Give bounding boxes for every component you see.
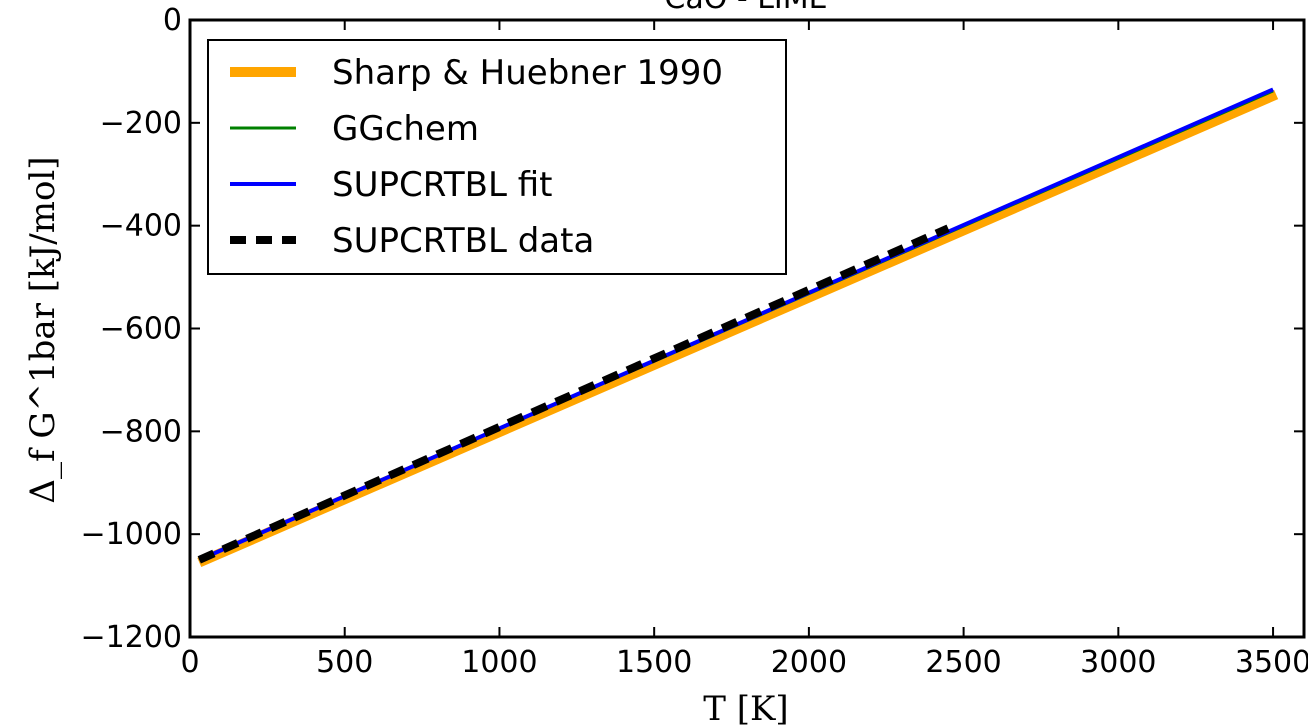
x-tick-label: 1000: [461, 645, 537, 680]
legend: Sharp & Huebner 1990 GGchem SUPCRTBL fit SU…: [207, 39, 787, 275]
y-tick-label: −1000: [81, 517, 182, 552]
plot-frame: [188, 18, 1306, 639]
y-tick-label: −400: [100, 209, 182, 244]
y-axis-label: Δ_f G^1bar [kJ/mol]: [23, 156, 63, 503]
x-axis: 0 500 1000 1500 2000 2500 3000 3500: [180, 20, 1308, 680]
x-tick-label: 0: [180, 645, 199, 680]
y-tick-label: −1200: [81, 620, 182, 655]
y-axis: 0 −200 −400 −600 −800 −1000 −1200: [81, 3, 1304, 655]
x-tick-label: 1500: [616, 645, 692, 680]
legend-label: SUPCRTBL fit: [332, 165, 552, 205]
y-tick-label: −800: [100, 414, 182, 449]
legend-box: [207, 39, 787, 275]
x-tick-label: 500: [316, 645, 373, 680]
x-tick-label: 2000: [771, 645, 847, 680]
y-tick-label: −200: [100, 106, 182, 141]
x-tick-label: 3000: [1080, 645, 1156, 680]
y-tick-label: 0: [163, 3, 182, 38]
plot-area: [197, 87, 1279, 568]
y-tick-label: −600: [100, 312, 182, 347]
legend-label: GGchem: [332, 109, 479, 149]
x-tick-label: 3500: [1235, 645, 1308, 680]
series-line-4: [197, 224, 950, 564]
x-axis-label: T [K]: [703, 689, 788, 728]
legend-label: SUPCRTBL data: [332, 221, 594, 261]
legend-label: Sharp & Huebner 1990: [332, 53, 723, 93]
x-tick-label: 2500: [925, 645, 1001, 680]
chart-title: CaO - LIME: [664, 0, 827, 16]
